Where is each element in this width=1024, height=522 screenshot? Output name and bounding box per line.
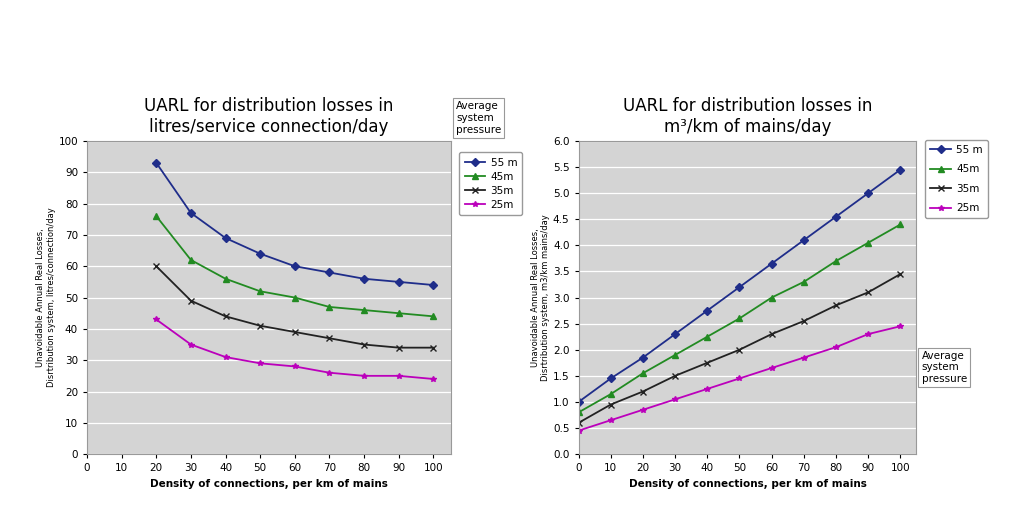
35m bbox=[219, 313, 231, 319]
25m bbox=[604, 417, 616, 423]
45m bbox=[701, 334, 714, 340]
25m bbox=[829, 344, 842, 350]
45m bbox=[392, 310, 404, 316]
X-axis label: Density of connections, per km of mains: Density of connections, per km of mains bbox=[629, 479, 866, 489]
Line: 35m: 35m bbox=[575, 271, 903, 425]
55 m bbox=[357, 276, 370, 282]
35m bbox=[151, 263, 163, 269]
55 m bbox=[324, 269, 336, 276]
55 m bbox=[392, 279, 404, 285]
55 m bbox=[219, 235, 231, 241]
55 m bbox=[254, 251, 266, 257]
35m bbox=[862, 289, 874, 295]
Text: Average
system
pressure: Average system pressure bbox=[456, 101, 502, 135]
45m bbox=[862, 240, 874, 246]
45m bbox=[572, 409, 585, 416]
45m bbox=[219, 276, 231, 282]
35m bbox=[669, 373, 681, 379]
45m bbox=[357, 307, 370, 313]
X-axis label: Density of connections, per km of mains: Density of connections, per km of mains bbox=[150, 479, 388, 489]
35m bbox=[427, 345, 439, 351]
35m bbox=[829, 302, 842, 309]
55 m bbox=[766, 260, 778, 267]
35m bbox=[254, 323, 266, 329]
Line: 25m: 25m bbox=[154, 317, 436, 382]
Line: 25m: 25m bbox=[575, 324, 903, 433]
Y-axis label: Unavoidable Annual Real Losses,
Disrtribution system, litres/connection/day: Unavoidable Annual Real Losses, Disrtrib… bbox=[36, 208, 55, 387]
35m bbox=[357, 341, 370, 348]
45m bbox=[669, 352, 681, 358]
25m bbox=[184, 341, 197, 348]
25m bbox=[357, 373, 370, 379]
45m bbox=[151, 213, 163, 219]
25m bbox=[637, 407, 649, 413]
55 m bbox=[701, 307, 714, 314]
25m bbox=[669, 396, 681, 402]
Line: 55 m: 55 m bbox=[575, 167, 903, 405]
55 m bbox=[151, 160, 163, 166]
55 m bbox=[289, 263, 301, 269]
25m bbox=[151, 316, 163, 323]
55 m bbox=[184, 210, 197, 216]
25m bbox=[862, 331, 874, 337]
Text: UARL for distribution losses in
litres/service connection/day: UARL for distribution losses in litres/s… bbox=[144, 97, 393, 136]
35m bbox=[701, 360, 714, 366]
45m bbox=[637, 370, 649, 376]
Line: 35m: 35m bbox=[154, 264, 436, 350]
35m bbox=[184, 298, 197, 304]
35m bbox=[766, 331, 778, 337]
45m bbox=[184, 257, 197, 263]
45m bbox=[894, 221, 906, 228]
45m bbox=[829, 258, 842, 264]
25m bbox=[572, 428, 585, 434]
55 m bbox=[894, 167, 906, 173]
Legend: 55 m, 45m, 35m, 25m: 55 m, 45m, 35m, 25m bbox=[925, 140, 988, 218]
35m bbox=[604, 401, 616, 408]
25m bbox=[798, 354, 810, 361]
25m bbox=[392, 373, 404, 379]
55 m bbox=[862, 190, 874, 196]
25m bbox=[289, 363, 301, 370]
45m bbox=[766, 294, 778, 301]
55 m bbox=[637, 354, 649, 361]
45m bbox=[604, 391, 616, 397]
45m bbox=[289, 294, 301, 301]
Text: Average
system
pressure: Average system pressure bbox=[922, 351, 967, 384]
25m bbox=[701, 386, 714, 392]
25m bbox=[254, 360, 266, 366]
35m bbox=[637, 388, 649, 395]
35m bbox=[392, 345, 404, 351]
25m bbox=[766, 365, 778, 371]
Legend: 55 m, 45m, 35m, 25m: 55 m, 45m, 35m, 25m bbox=[460, 152, 522, 216]
35m bbox=[572, 420, 585, 426]
55 m bbox=[427, 282, 439, 288]
25m bbox=[324, 370, 336, 376]
45m bbox=[798, 279, 810, 285]
55 m bbox=[798, 237, 810, 243]
Y-axis label: Unavoidable Annual Real Losses,
Disrtribution system, m3/km mains/day: Unavoidable Annual Real Losses, Disrtrib… bbox=[530, 214, 550, 381]
25m bbox=[427, 376, 439, 382]
55 m bbox=[733, 284, 745, 290]
25m bbox=[894, 323, 906, 329]
35m bbox=[324, 335, 336, 341]
45m bbox=[733, 315, 745, 322]
45m bbox=[324, 304, 336, 310]
25m bbox=[219, 354, 231, 360]
25m bbox=[733, 375, 745, 382]
Line: 55 m: 55 m bbox=[154, 160, 436, 288]
35m bbox=[894, 271, 906, 277]
55 m bbox=[829, 213, 842, 220]
Line: 45m: 45m bbox=[154, 213, 436, 319]
35m bbox=[289, 329, 301, 335]
Text: UARL for distribution losses in
m³/km of mains/day: UARL for distribution losses in m³/km of… bbox=[623, 97, 872, 136]
55 m bbox=[604, 375, 616, 382]
45m bbox=[427, 313, 439, 319]
45m bbox=[254, 288, 266, 294]
55 m bbox=[572, 399, 585, 405]
35m bbox=[733, 347, 745, 353]
35m bbox=[798, 318, 810, 324]
Line: 45m: 45m bbox=[575, 222, 903, 415]
55 m bbox=[669, 331, 681, 337]
